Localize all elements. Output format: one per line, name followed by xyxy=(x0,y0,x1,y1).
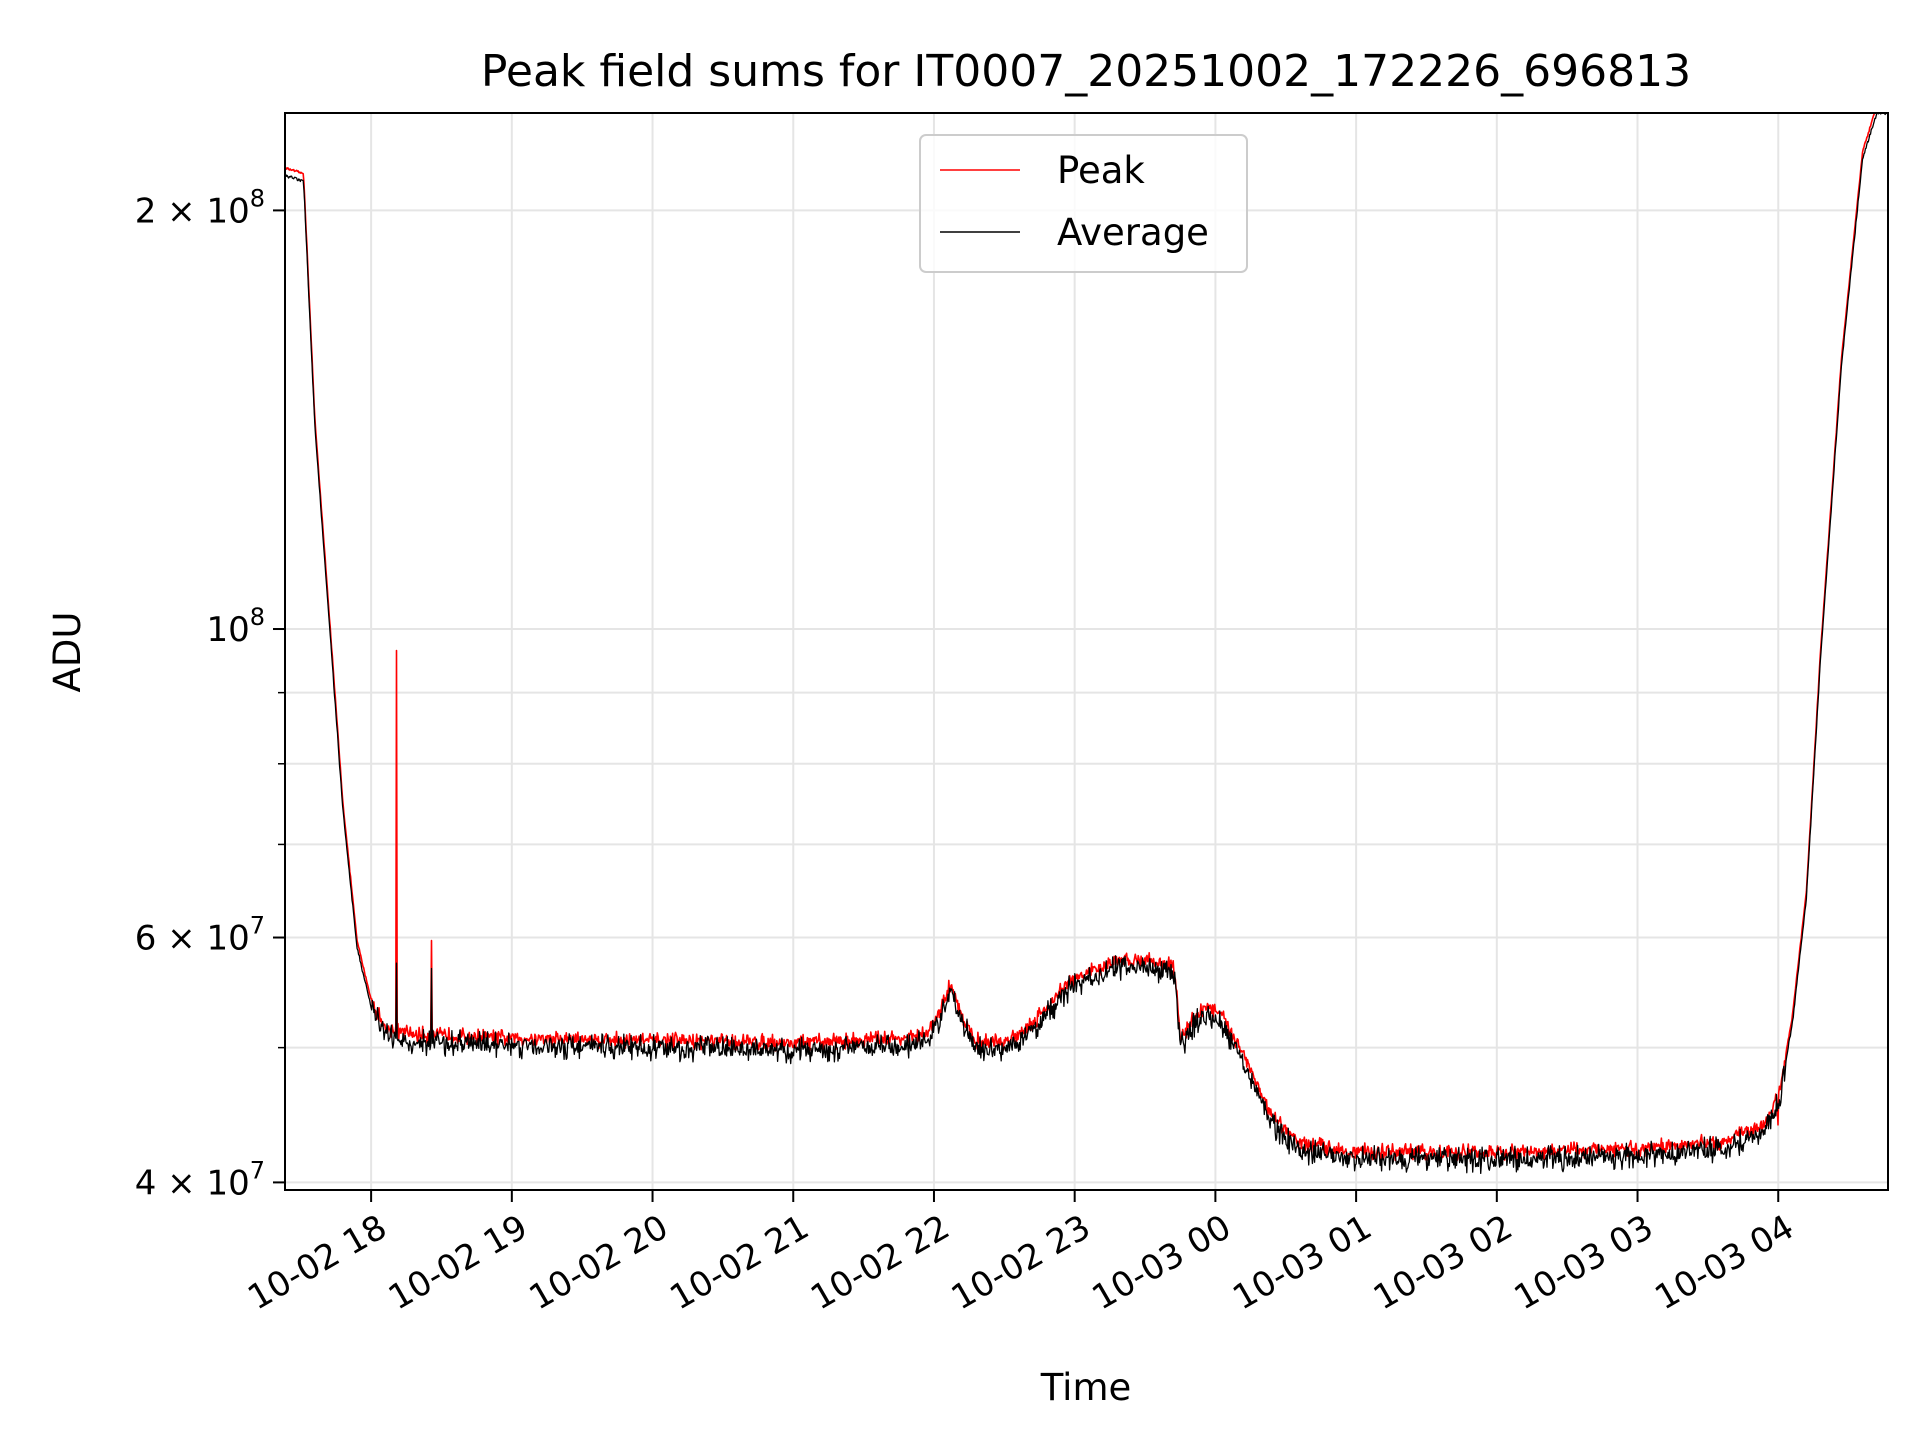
series-line-average xyxy=(284,112,1888,1175)
legend: Peak Average xyxy=(919,134,1248,273)
x-axis-label: Time xyxy=(1040,1366,1132,1409)
y-tick-label: 6 × 107 xyxy=(135,912,265,959)
legend-label-peak: Peak xyxy=(1057,149,1145,192)
plot-area-frame xyxy=(284,112,1889,1191)
legend-label-average: Average xyxy=(1057,211,1209,254)
chart-title: Peak field sums for IT0007_20251002_1722… xyxy=(481,46,1691,97)
y-tick-label: 108 xyxy=(206,603,265,650)
y-tick-label: 2 × 108 xyxy=(135,184,265,231)
series-line-peak xyxy=(284,112,1889,1163)
y-tick-label: 4 × 107 xyxy=(135,1156,265,1203)
y-axis-label: ADU xyxy=(46,612,89,693)
series-lines xyxy=(284,112,1889,1175)
